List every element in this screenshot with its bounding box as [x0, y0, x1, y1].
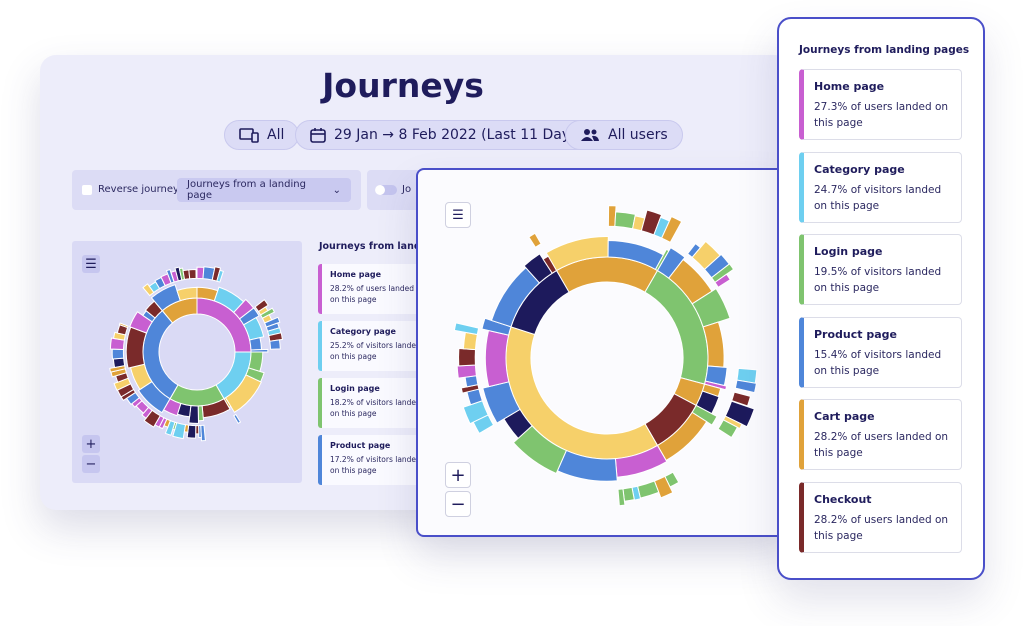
sunburst-segment: [660, 215, 683, 244]
legend-card: Product page 15.4% of visitors landed on …: [799, 316, 962, 388]
filter-label: All: [267, 127, 285, 143]
sunburst-segment: [176, 286, 198, 302]
device-icon: [239, 128, 259, 143]
card-desc: 17.2% of visitors landed on this page: [330, 455, 421, 475]
sunburst-segment: [717, 419, 739, 439]
sunburst-segment: [456, 364, 477, 379]
sunburst-segment: [617, 488, 626, 507]
checkbox[interactable]: [82, 185, 92, 195]
panel-title: Journeys from landing pages: [799, 44, 970, 56]
card-name: Cart page: [814, 410, 875, 424]
users-icon: [581, 129, 599, 141]
calendar-icon: [310, 128, 326, 143]
card-desc: 27.3% of users landed on this page: [814, 101, 949, 129]
card-desc: 28.2% of users landed on this page: [814, 514, 949, 542]
zoom-out[interactable]: −: [445, 491, 471, 517]
legend-card: Product page 17.2% of visitors landed on …: [318, 435, 428, 485]
chevron: ⌄: [332, 184, 341, 196]
legend-button[interactable]: ☰: [445, 202, 471, 228]
legend-button[interactable]: ☰: [82, 255, 100, 273]
sunburst-segment: [458, 347, 476, 367]
legend-card: Login page 19.5% of visitors landed on th…: [799, 234, 962, 306]
legend-card: Category page 25.2% of visitors landed on…: [318, 321, 428, 371]
card-name: Category page: [814, 162, 905, 176]
date-filter[interactable]: 29 Jan → 8 Feb 2022 (Last 11 Days): [295, 120, 598, 150]
card-desc: 25.2% of visitors landed on this page: [330, 341, 421, 361]
checkbox-label: Reverse journey: [98, 184, 179, 195]
card-name: Home page: [330, 270, 382, 279]
page-title: Journeys: [322, 66, 484, 105]
panel-title: Journeys from landing: [319, 241, 438, 252]
dropdown-label: Journeys from a landing page: [187, 179, 306, 201]
sunburst-segment: [614, 211, 637, 230]
sunburst-segment: [484, 329, 510, 388]
card-desc: 15.4% of visitors landed on this page: [814, 348, 942, 377]
zoom-out[interactable]: −: [82, 455, 100, 473]
card-name: Checkout: [814, 493, 872, 506]
sunburst-segment: [462, 331, 478, 351]
card-name: Product page: [814, 327, 897, 341]
card-desc: 24.7% of visitors landed on this page: [814, 183, 942, 212]
card-name: Login page: [330, 384, 380, 393]
sunburst-segment: [216, 269, 224, 283]
card-name: Login page: [814, 245, 883, 259]
dropdown[interactable]: Journeys from a landing page ⌄: [177, 178, 351, 202]
sunburst-segment: [188, 268, 197, 280]
sunburst-segment: [714, 273, 731, 288]
toggle-label: Jo: [402, 184, 412, 195]
sunburst-segment: [731, 391, 752, 407]
zoom-in[interactable]: +: [445, 462, 471, 488]
legend-card: Home page 27.3% of users landed on this p…: [799, 69, 962, 140]
toggle[interactable]: [375, 185, 397, 195]
sunburst-segment: [453, 322, 480, 336]
card-desc: 19.5% of visitors landed on this page: [814, 266, 942, 295]
legend-card: Checkout 28.2% of users landed on this pa…: [799, 482, 962, 553]
sunburst-segment: [636, 480, 660, 499]
sunburst-segment: [542, 255, 558, 274]
sunburst-segment: [528, 232, 542, 248]
sunburst-segment: [269, 339, 281, 350]
segment-filter[interactable]: All users: [565, 120, 683, 150]
sunburst-segment: [734, 379, 757, 394]
device-filter[interactable]: All: [224, 120, 300, 150]
card-name: Home page: [814, 80, 885, 93]
card-desc: 28.2% of users landed on this page: [330, 284, 415, 304]
legend-card: Home page 28.2% of users landed on this p…: [318, 264, 428, 314]
sunburst-segment: [233, 413, 242, 425]
zoom-in[interactable]: +: [82, 435, 100, 453]
filter-label: 29 Jan → 8 Feb 2022 (Last 11 Days): [334, 127, 583, 143]
legend-card: Login page 18.2% of visitors landed on th…: [318, 378, 428, 428]
sunburst-segment: [118, 322, 129, 329]
chart-area: [72, 241, 302, 483]
card-name: Product page: [330, 441, 391, 450]
card-name: Category page: [330, 327, 396, 336]
legend-card: Category page 24.7% of visitors landed on…: [799, 151, 962, 223]
card-desc: 18.2% of visitors landed on this page: [330, 398, 421, 418]
legend-card: Cart page 28.2% of users landed on this p…: [799, 399, 962, 471]
filter-label: All users: [608, 127, 668, 143]
card-desc: 28.2% of users landed on this page: [814, 431, 949, 460]
